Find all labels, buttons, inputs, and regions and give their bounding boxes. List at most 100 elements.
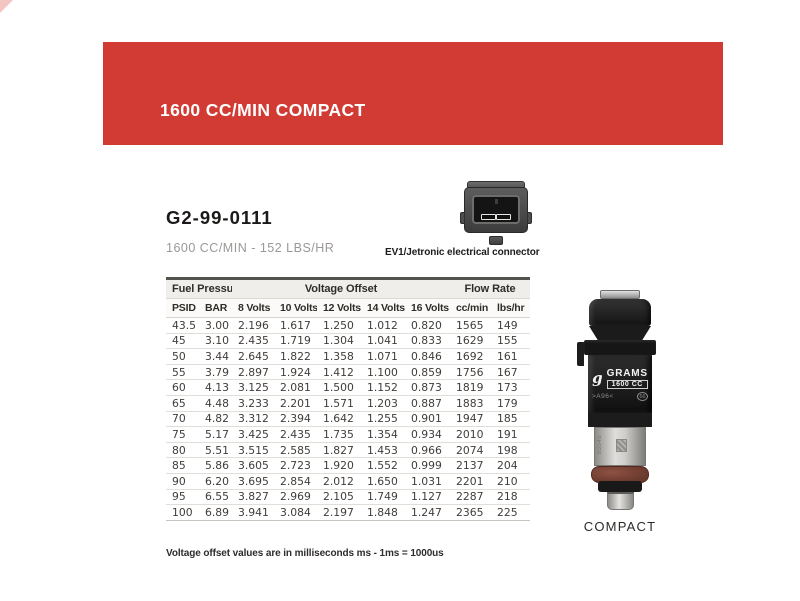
table-cell: 225 <box>491 504 531 521</box>
table-cell: 0.859 <box>405 364 451 381</box>
corner-artifact <box>0 0 13 13</box>
table-cell: 0.999 <box>405 457 451 474</box>
table-cell: 3.00 <box>199 317 232 334</box>
table-cell: 149 <box>491 317 531 334</box>
table-cell: 2.394 <box>274 411 317 428</box>
table-cell: 4.13 <box>199 379 232 396</box>
injector-model-text: 1600 CC <box>606 379 648 389</box>
table-cell: 1.571 <box>317 395 361 412</box>
connector-figure <box>460 181 532 245</box>
table-cell: 210 <box>491 473 531 490</box>
table-cell: 1.650 <box>361 473 405 490</box>
injector-top-cap <box>600 290 640 299</box>
table-row: 45 3.10 2.435 1.719 1.304 1.041 0.833 1629 155 <box>166 333 531 350</box>
table-cell: 1.031 <box>405 473 451 490</box>
table-cell: 1.012 <box>361 317 405 334</box>
table-cell: 2.969 <box>274 489 317 506</box>
injector-head <box>589 299 651 326</box>
table-cell: 85 <box>166 457 199 474</box>
table-cell: 1629 <box>450 333 492 350</box>
table-cell: 2.435 <box>274 426 317 443</box>
table-row: 90 6.20 3.695 2.854 2.012 1.650 1.031 2201 210 <box>166 473 531 490</box>
table-cell: 0.846 <box>405 348 451 365</box>
table-cell: 1.304 <box>317 333 361 350</box>
table-cell: 1692 <box>450 348 492 365</box>
table-cell: 1.735 <box>317 426 361 443</box>
table-cell: 3.515 <box>232 442 274 459</box>
table-row: 100 6.89 3.941 3.084 2.197 1.848 1.247 2365 225 <box>166 504 531 521</box>
table-cell: 1.255 <box>361 411 405 428</box>
table-cell: 1.250 <box>317 317 361 334</box>
column-header: 16 Volts <box>405 298 451 318</box>
table-cell: 0.934 <box>405 426 451 443</box>
table-cell: 6.89 <box>199 504 232 521</box>
injector-etch-emblem: 66 <box>637 391 648 401</box>
grams-logo-icon: g <box>592 368 603 387</box>
table-cell: 1.203 <box>361 395 405 412</box>
table-cell: 45 <box>166 333 199 350</box>
group-header-voltage-offset: Voltage Offset <box>232 278 451 299</box>
table-footnote: Voltage offset values are in millisecond… <box>166 548 444 559</box>
table-cell: 2287 <box>450 489 492 506</box>
table-cell: 5.51 <box>199 442 232 459</box>
table-cell: 1.127 <box>405 489 451 506</box>
table-cell: 3.312 <box>232 411 274 428</box>
table-cell: 1756 <box>450 364 492 381</box>
table-column-header-row: PSID BAR 8 Volts 10 Volts 12 Volts 14 Volts 16… <box>166 298 531 318</box>
table-cell: 5.17 <box>199 426 232 443</box>
table-cell: 1.100 <box>361 364 405 381</box>
table-cell: 60 <box>166 379 199 396</box>
table-cell: 3.79 <box>199 364 232 381</box>
connector-recess <box>472 195 520 224</box>
connector-pin-slot-right <box>496 214 511 220</box>
table-cell: 1947 <box>450 411 492 428</box>
part-number: G2-99-0111 <box>166 207 273 228</box>
table-cell: 65 <box>166 395 199 412</box>
table-cell: 0.901 <box>405 411 451 428</box>
table-cell: 80 <box>166 442 199 459</box>
table-cell: 5.86 <box>199 457 232 474</box>
table-cell: 3.827 <box>232 489 274 506</box>
table-cell: 155 <box>491 333 531 350</box>
injector-etch-marks: >A96< <box>592 392 614 400</box>
table-cell: 100 <box>166 504 199 521</box>
table-cell: 6.20 <box>199 473 232 490</box>
injector-brand-text: GRAMS <box>606 367 648 379</box>
table-row: 50 3.44 2.645 1.822 1.358 1.071 0.846 1692 161 <box>166 348 531 365</box>
table-cell: 1.247 <box>405 504 451 521</box>
table-cell: 3.10 <box>199 333 232 350</box>
table-cell: 2.012 <box>317 473 361 490</box>
table-cell: 173 <box>491 379 531 396</box>
table-cell: 179 <box>491 395 531 412</box>
table-cell: 4.82 <box>199 411 232 428</box>
table-cell: 75 <box>166 426 199 443</box>
injector-collar <box>577 340 656 366</box>
table-cell: 1.453 <box>361 442 405 459</box>
table-cell: 191 <box>491 426 531 443</box>
table-cell: 2.197 <box>317 504 361 521</box>
table-cell: 1.642 <box>317 411 361 428</box>
table-cell: 3.695 <box>232 473 274 490</box>
table-cell: 0.887 <box>405 395 451 412</box>
table-cell: 1.354 <box>361 426 405 443</box>
injector-neck <box>589 326 651 340</box>
table-cell: 1.924 <box>274 364 317 381</box>
injector-spacer-ring <box>598 481 642 492</box>
table-cell: 1.412 <box>317 364 361 381</box>
table-cell: 2365 <box>450 504 492 521</box>
table-cell: 2.645 <box>232 348 274 365</box>
table-cell: 2.435 <box>232 333 274 350</box>
table-cell: 167 <box>491 364 531 381</box>
table-cell: 1.041 <box>361 333 405 350</box>
column-header: cc/min <box>450 298 492 318</box>
table-cell: 1.920 <box>317 457 361 474</box>
column-header: 8 Volts <box>232 298 274 318</box>
table-cell: 3.425 <box>232 426 274 443</box>
table-cell: 0.833 <box>405 333 451 350</box>
injector-barrel-serial: 83545 <box>597 435 603 455</box>
table-cell: 0.820 <box>405 317 451 334</box>
table-cell: 95 <box>166 489 199 506</box>
table-cell: 90 <box>166 473 199 490</box>
spec-table-body: 43.5 3.00 2.196 1.617 1.250 1.012 0.820 1565 149… <box>166 317 531 521</box>
table-cell: 2137 <box>450 457 492 474</box>
